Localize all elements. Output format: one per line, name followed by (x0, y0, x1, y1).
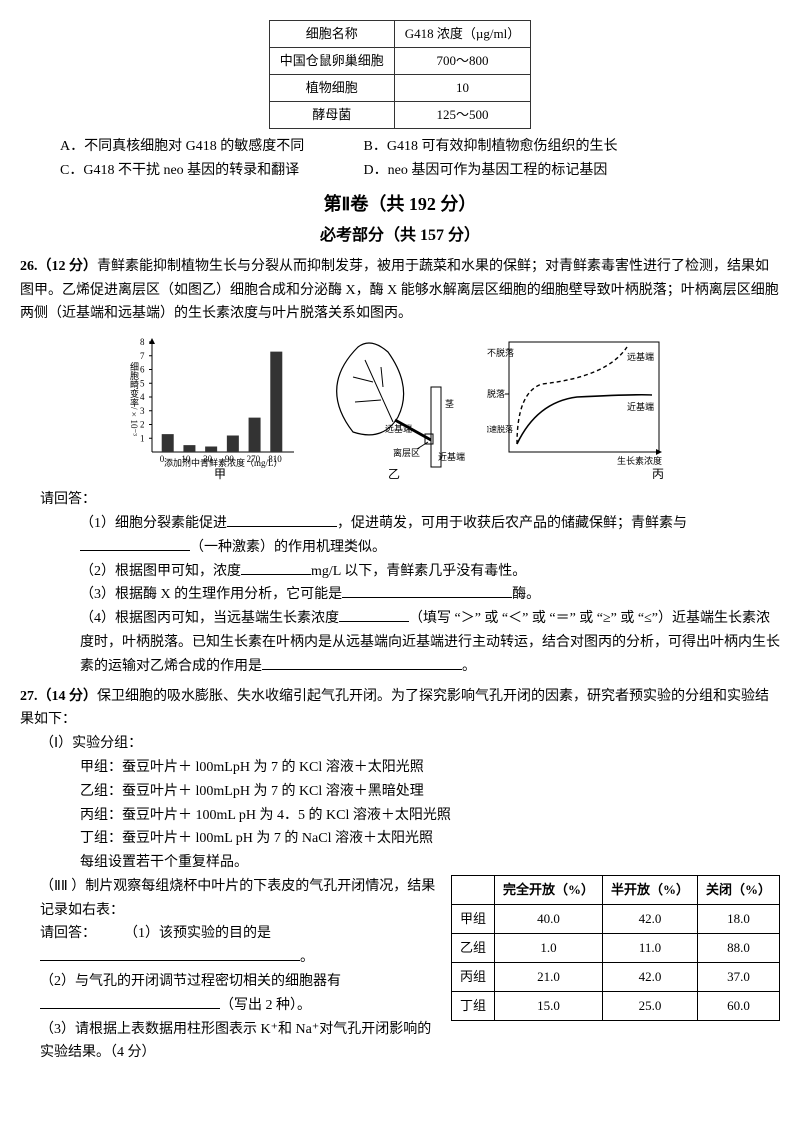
option-b: B．G418 可有效抑制植物愈伤组织的生长 (364, 135, 618, 159)
cell: 细胞名称 (269, 21, 394, 48)
q27-s3: （3）请根据上表数据用柱形图表示 K⁺和 Na⁺对气孔开闭影响的实验结果。（4 … (40, 1018, 439, 1066)
svg-text:8: 8 (140, 337, 145, 347)
svg-text:3: 3 (140, 406, 145, 416)
svg-text:7: 7 (140, 351, 145, 361)
q27-s1: （1）该预实验的目的是 (124, 926, 271, 941)
svg-text:远基端: 远基端 (627, 351, 654, 362)
svg-text:5: 5 (140, 378, 145, 388)
q26-s4: （4）根据图丙可知，当远基端生长素浓度（填写 “＞” 或 “＜” 或 “＝” 或… (80, 607, 780, 678)
svg-text:茎: 茎 (445, 398, 454, 409)
cell: 10 (394, 75, 530, 102)
svg-text:加速脱落: 加速脱落 (487, 424, 513, 434)
svg-text:远基端: 远基端 (385, 423, 412, 434)
q27-part2: （ⅡⅡ ）制片观察每组烧杯中叶片的下表皮的气孔开闭情况，结果记录如右表： (40, 875, 439, 923)
q26-s2: （2）根据图甲可知，浓度mg/L 以下，青鲜素几乎没有毒性。 (80, 560, 780, 584)
results-table: 完全开放（%） 半开放（%） 关闭（%） 甲组40.042.018.0 乙组1.… (451, 875, 780, 1021)
cell: G418 浓度（µg/ml） (394, 21, 530, 48)
cell: 125～500 (394, 102, 530, 129)
cell: 植物细胞 (269, 75, 394, 102)
option-d: D．neo 基因可作为基因工程的标记基因 (364, 159, 608, 183)
group-ding: 丁组：蚕豆叶片＋ l00mL pH 为 7 的 NaCl 溶液＋太阳光照 (80, 827, 780, 851)
group-jia: 甲组：蚕豆叶片＋ l00mLpH 为 7 的 KCl 溶液＋太阳光照 (80, 756, 780, 780)
fig-bing: 远基端 近基端 不脱落 脱落 加速脱落 生长素浓度 丙 (487, 332, 677, 482)
q27-stem: 保卫细胞的吸水膨胀、失水收缩引起气孔开闭。为了探究影响气孔开闭的因素，研究者预实… (20, 689, 769, 728)
q26-figures: 12345678 0103090270810 细胞畸变率/×10⁻³ 添加剂中青… (20, 332, 780, 482)
q26-stem: 青鲜素能抑制植物生长与分裂从而抑制发芽，被用于蔬菜和水果的保鲜；对青鲜素毒害性进… (20, 259, 779, 322)
q26-s1: （1）细胞分裂素能促进，促进萌发，可用于收获后农产品的储藏保鲜；青鲜素与（一种激… (80, 512, 780, 560)
q26: 26.（12 分）青鲜素能抑制植物生长与分裂从而抑制发芽，被用于蔬菜和水果的保鲜… (20, 255, 780, 679)
fig-yi: 远基端 近基端 离层区 茎 乙 (313, 332, 473, 482)
cell: 中国仓鼠卵巢细胞 (269, 48, 394, 75)
q27-answer-prompt: 请回答： (40, 926, 96, 941)
group-yi: 乙组：蚕豆叶片＋ l00mLpH 为 7 的 KCl 溶液＋黑暗处理 (80, 780, 780, 804)
q27-num: 27.（14 分） (20, 689, 97, 704)
section-part2: 第Ⅱ卷（共 192 分） (20, 189, 780, 220)
svg-text:近基端: 近基端 (627, 401, 654, 412)
option-c: C．G418 不干扰 neo 基因的转录和翻译 (60, 159, 360, 183)
q25-options: A．不同真核细胞对 G418 的敏感度不同 B．G418 可有效抑制植物愈伤组织… (60, 135, 780, 183)
svg-text:脱落: 脱落 (487, 388, 505, 399)
cell: 700～800 (394, 48, 530, 75)
svg-text:生长素浓度: 生长素浓度 (617, 455, 662, 466)
g418-table: 细胞名称G418 浓度（µg/ml） 中国仓鼠卵巢细胞700～800 植物细胞1… (269, 20, 531, 129)
q26-prompt: 请回答： (40, 488, 780, 512)
svg-text:近基端: 近基端 (438, 451, 465, 462)
q26-num: 26.（12 分） (20, 259, 97, 274)
group-bing: 丙组：蚕豆叶片＋ 100mL pH 为 4．5 的 KCl 溶液＋太阳光照 (80, 804, 780, 828)
q27-part1-title: （Ⅰ）实验分组： (40, 732, 780, 756)
section-required: 必考部分（共 157 分） (20, 222, 780, 249)
q27: 27.（14 分）保卫细胞的吸水膨胀、失水收缩引起气孔开闭。为了探究影响气孔开闭… (20, 685, 780, 1066)
fig-jia: 12345678 0103090270810 细胞畸变率/×10⁻³ 添加剂中青… (124, 332, 299, 482)
svg-text:离层区: 离层区 (393, 447, 420, 458)
svg-text:丙: 丙 (652, 467, 664, 481)
q27-repeat: 每组设置若干个重复样品。 (80, 851, 780, 875)
svg-text:细胞畸变率/×10⁻³: 细胞畸变率/×10⁻³ (129, 361, 139, 436)
svg-text:6: 6 (140, 365, 145, 375)
cell: 酵母菌 (269, 102, 394, 129)
q26-s3: （3）根据酶 X 的生理作用分析，它可能是酶。 (80, 583, 780, 607)
svg-text:4: 4 (140, 392, 145, 402)
svg-text:2: 2 (140, 420, 145, 430)
svg-text:1: 1 (140, 433, 145, 443)
svg-text:不脱落: 不脱落 (487, 347, 514, 358)
q27-s2: （2）与气孔的开闭调节过程密切相关的细胞器有 （写出 2 种）。 (40, 970, 439, 1018)
option-a: A．不同真核细胞对 G418 的敏感度不同 (60, 135, 360, 159)
svg-text:甲: 甲 (214, 467, 226, 481)
svg-text:乙: 乙 (388, 467, 400, 481)
